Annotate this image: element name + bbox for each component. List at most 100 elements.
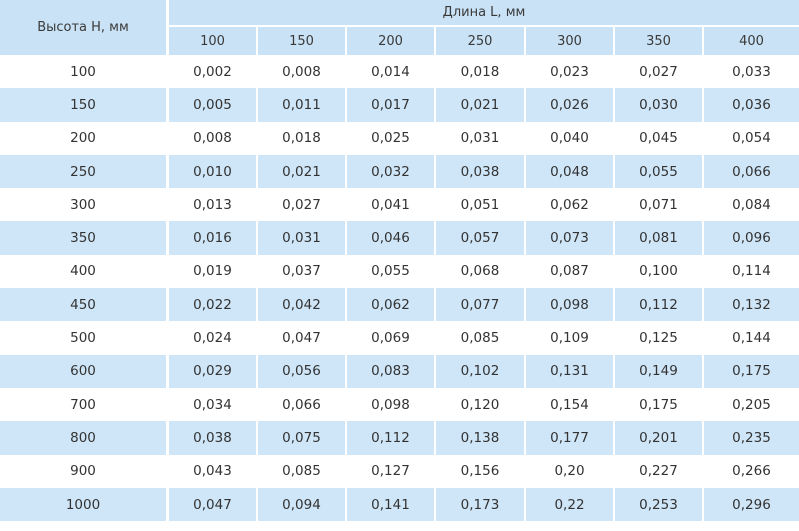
table-cell: 0,125 [615,321,704,355]
table-cell: 0,109 [526,321,615,355]
table-cell: 0,027 [615,55,704,89]
table-cell: 0,021 [258,154,347,189]
table-cell: 0,029 [169,354,258,388]
table-cell: 0,094 [258,487,347,522]
table-cell: 0,054 [732,130,771,147]
column-header: 200 [347,27,436,55]
table-cell: 0,019 [169,254,258,289]
table-cell: 0,026 [526,88,615,122]
table-cell: 0,047 [258,321,347,355]
table-cell: 0,045 [615,121,704,155]
table-cell: 0,056 [258,354,347,388]
table-cell: 0,055 [615,154,704,189]
table-cell: 0,144 [732,330,771,347]
table-cell: 0,173 [436,487,526,522]
row-header-cell: 450 [0,288,169,322]
table-cell: 0,253 [615,487,704,522]
table-cell: 0,057 [436,221,526,255]
row-header-cell: 200 [0,121,169,155]
table-cell: 0,112 [615,288,704,322]
table-cell: 0,227 [615,454,704,488]
row-header-cell: 800 [0,421,169,455]
row-header-cell: 700 [0,387,169,422]
table-cell: 0,051 [436,188,526,222]
table-cell: 0,098 [347,387,436,422]
table-cell: 0,047 [169,487,258,522]
table-row: 350 0,016 0,031 0,046 0,057 0,073 0,081 0,096 [0,221,799,255]
table-cell: 0,081 [615,221,704,255]
table-cell: 0,030 [615,88,704,122]
row-header-cell: 100 [0,55,169,89]
table-cell: 0,100 [615,254,704,289]
row-header-cell: 900 [0,454,169,488]
table-cell: 0,002 [169,55,258,89]
table-cell: 0,024 [169,321,258,355]
column-header: 400 [704,27,799,55]
column-header: 150 [258,27,347,55]
table-cell: 0,023 [526,55,615,89]
table-cell: 0,138 [436,421,526,455]
table-row: 700 0,034 0,066 0,098 0,120 0,154 0,175 0,205 [0,387,799,422]
table-cell: 0,296 [704,487,799,522]
table-cell: 0,005 [169,88,258,122]
table-cell: 0,201 [615,421,704,455]
table-cell: 0,016 [169,221,258,255]
table-cell: 0,141 [347,487,436,522]
table-row: 100 0,002 0,008 0,014 0,018 0,023 0,027 0,033 [0,55,799,89]
table-cell: 0,017 [347,88,436,122]
table-cell: 0,073 [526,221,615,255]
table-cell: 0,025 [347,121,436,155]
column-group-label: Длина L, мм [169,0,799,27]
table-cell: 0,096 [704,221,799,255]
table-cell: 0,087 [526,254,615,289]
table-cell: 0,011 [258,88,347,122]
table-cell: 0,085 [436,321,526,355]
table-cell: 0,102 [436,354,526,388]
table-cell: 0,027 [258,188,347,222]
table-cell: 0,008 [258,55,347,89]
table-cell: 0,031 [436,121,526,155]
row-header-cell: 1000 [0,487,169,522]
table-cell: 0,266 [732,463,771,480]
table-cell: 0,127 [347,454,436,488]
table-cell: 0,066 [704,154,799,189]
table-cell: 0,131 [526,354,615,388]
table-cell: 0,156 [436,454,526,488]
table-cell: 0,021 [436,88,526,122]
table-cell: 0,018 [258,121,347,155]
column-header: 300 [526,27,615,55]
table-cell: 0,048 [526,154,615,189]
row-header-cell: 500 [0,321,169,355]
table-row: 1000 0,047 0,094 0,141 0,173 0,22 0,253 0,296 [0,487,799,522]
table-cell: 0,013 [169,188,258,222]
table-cell: 0,037 [258,254,347,289]
table-cell: 0,112 [347,421,436,455]
table-cell: 0,031 [258,221,347,255]
table-cell: 0,085 [258,454,347,488]
table-cell: 0,068 [436,254,526,289]
table-row: 600 0,029 0,056 0,083 0,102 0,131 0,149 0,175 [0,354,799,388]
table-cell: 0,22 [526,487,615,522]
table-cell: 0,154 [526,387,615,422]
table-cell: 0,014 [347,55,436,89]
row-header-cell: 350 [0,221,169,255]
table-cell: 0,175 [615,387,704,422]
table-cell: 0,120 [436,387,526,422]
table-cell: 0,043 [169,454,258,488]
table-header: Высота H, мм Длина L, мм 100 150 200 250 300… [0,0,799,55]
table-body: 100 0,002 0,008 0,014 0,018 0,023 0,027 0,033 15… [0,55,799,522]
column-header: 100 [169,27,258,55]
table-cell: 0,205 [732,396,771,413]
table-row: 150 0,005 0,011 0,017 0,021 0,026 0,030 0,036 [0,88,799,122]
table-cell: 0,022 [169,288,258,322]
table-cell: 0,132 [704,288,799,322]
row-header-cell: 600 [0,354,169,388]
row-header-cell: 250 [0,154,169,189]
table-cell: 0,066 [258,387,347,422]
table-cell: 0,008 [169,121,258,155]
table-row: 200 0,008 0,018 0,025 0,031 0,040 0,045 0,054 [0,121,799,155]
table-cell: 0,084 [732,196,771,213]
table-cell: 0,077 [436,288,526,322]
table-cell: 0,069 [347,321,436,355]
